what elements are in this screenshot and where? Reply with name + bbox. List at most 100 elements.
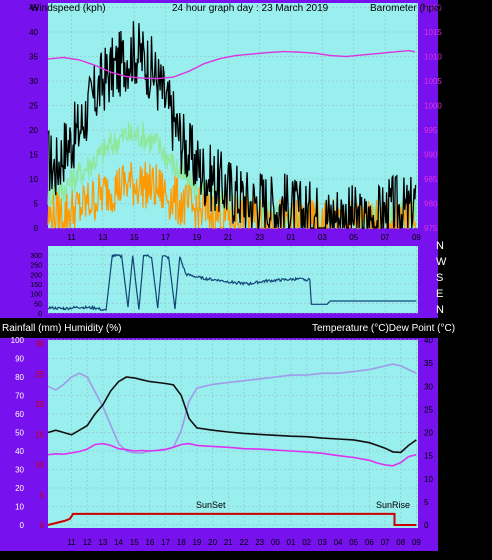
wind-x-tick: 05	[349, 233, 358, 242]
wind-y-tick: 45	[29, 4, 38, 13]
rainfall-y-tick: 10	[35, 461, 44, 470]
barometer-y-tick: 995	[424, 126, 438, 135]
wind-x-tick: 07	[381, 233, 390, 242]
direction-y-tick: 50	[34, 301, 42, 308]
wind-y-tick: 20	[29, 126, 38, 135]
direction-y-tick: 200	[30, 272, 42, 279]
humidity-y-tick: 60	[15, 410, 24, 419]
wind-x-tick: 11	[67, 233, 76, 242]
humidity-y-tick: 50	[15, 429, 24, 438]
barometer-y-tick: 985	[424, 175, 438, 184]
climate-x-tick: 08	[396, 538, 405, 547]
climate-x-tick: 03	[318, 538, 327, 547]
compass-label-s: S	[436, 272, 443, 284]
wind-x-tick: 17	[161, 233, 170, 242]
temperature-y-tick: 20	[424, 429, 433, 438]
rainfall-y-tick: 20	[35, 400, 44, 409]
barometer-y-tick: 1000	[424, 102, 442, 111]
climate-x-tick: 15	[130, 538, 139, 547]
compass-label-e: E	[436, 288, 443, 300]
compass-label-n-bottom: N	[436, 304, 444, 316]
climate-x-tick: 17	[161, 538, 170, 547]
humidity-line	[47, 363, 417, 454]
windspeed-line	[47, 21, 417, 231]
climate-x-tick: 19	[192, 538, 201, 547]
humidity-y-tick: 30	[15, 466, 24, 475]
temperature-y-tick: 40	[424, 336, 433, 345]
climate-x-tick: 07	[381, 538, 390, 547]
windspeed-axis-title: Windspeed (kph)	[30, 3, 106, 14]
temperature-y-tick: 0	[424, 521, 429, 530]
climate-x-tick: 01	[287, 538, 296, 547]
rainfall-y-tick: 25	[35, 370, 44, 379]
climate-x-tick: 13	[98, 538, 107, 547]
wind-y-tick: 0	[34, 224, 39, 233]
wind-y-tick: 15	[29, 151, 38, 160]
direction-y-tick: 150	[30, 282, 42, 289]
wind-plot-area	[48, 3, 418, 228]
humidity-y-tick: 100	[11, 336, 25, 345]
axis-labels: 0510152025303540459759809859909951000100…	[11, 4, 443, 548]
barometer-y-tick: 990	[424, 151, 438, 160]
wind-y-tick: 5	[34, 200, 39, 209]
direction-y-tick: 250	[30, 263, 42, 270]
wind-y-tick: 40	[29, 28, 38, 37]
climate-x-tick: 14	[114, 538, 123, 547]
climate-x-tick: 00	[271, 538, 280, 547]
rainfall-y-tick: 5	[40, 491, 45, 500]
barometer-y-tick: 1010	[424, 53, 442, 62]
sunrise-label: SunRise	[376, 500, 410, 510]
humidity-y-tick: 10	[15, 503, 24, 512]
climate-x-tick: 06	[365, 538, 374, 547]
rain-humidity-axis-title: Rainfall (mm) Humidity (%)	[2, 323, 121, 334]
humidity-y-tick: 90	[15, 355, 24, 364]
climate-plot-area	[48, 340, 418, 528]
direction-y-tick: 300	[30, 253, 42, 260]
temperature-y-tick: 10	[424, 475, 433, 484]
barometer-y-tick: 980	[424, 200, 438, 209]
climate-x-tick: 23	[255, 538, 264, 547]
wind-x-tick: 01	[287, 233, 296, 242]
wind-x-tick: 03	[318, 233, 327, 242]
climate-x-tick: 11	[67, 538, 76, 547]
wind-x-tick: 19	[192, 233, 201, 242]
grid-lines	[48, 3, 418, 526]
climate-x-tick: 20	[208, 538, 217, 547]
climate-x-tick: 05	[349, 538, 358, 547]
climate-x-tick: 22	[240, 538, 249, 547]
climate-x-tick: 09	[412, 538, 421, 547]
direction-y-tick: 0	[38, 311, 42, 318]
rainfall-line	[47, 512, 417, 526]
wind-direction-line	[47, 253, 417, 312]
direction-y-tick: 100	[30, 292, 42, 299]
temperature-axis-title: Temperature (°C)Dew Point (°C)	[312, 323, 455, 334]
climate-x-tick: 02	[302, 538, 311, 547]
temperature-y-tick: 15	[424, 452, 433, 461]
wind-y-tick: 35	[29, 53, 38, 62]
wind-x-tick: 13	[98, 233, 107, 242]
temperature-line	[47, 376, 417, 454]
rainfall-y-tick: 15	[35, 430, 44, 439]
graph-title: 24 hour graph day : 23 March 2019	[172, 3, 329, 14]
dew-point-line	[47, 442, 417, 467]
barometer-y-tick: 1015	[424, 28, 442, 37]
temperature-y-tick: 35	[424, 359, 433, 368]
wind-y-tick: 30	[29, 77, 38, 86]
climate-x-tick: 12	[83, 538, 92, 547]
data-series	[47, 21, 417, 526]
wind-x-tick: 23	[255, 233, 264, 242]
barometer-y-tick: 975	[424, 224, 438, 233]
barometer-y-tick: 1005	[424, 77, 442, 86]
climate-x-tick: 16	[145, 538, 154, 547]
humidity-y-tick: 40	[15, 447, 24, 456]
barometer-axis-title: Barometer (hpa)	[370, 3, 443, 14]
compass-label-w: W	[436, 256, 447, 268]
rainfall-y-tick: 30	[35, 340, 44, 349]
climate-x-tick: 18	[177, 538, 186, 547]
wind-x-tick: 21	[224, 233, 233, 242]
wind-y-tick: 25	[29, 102, 38, 111]
sunset-label: SunSet	[196, 500, 226, 510]
compass-label-n-top: N	[436, 240, 444, 252]
